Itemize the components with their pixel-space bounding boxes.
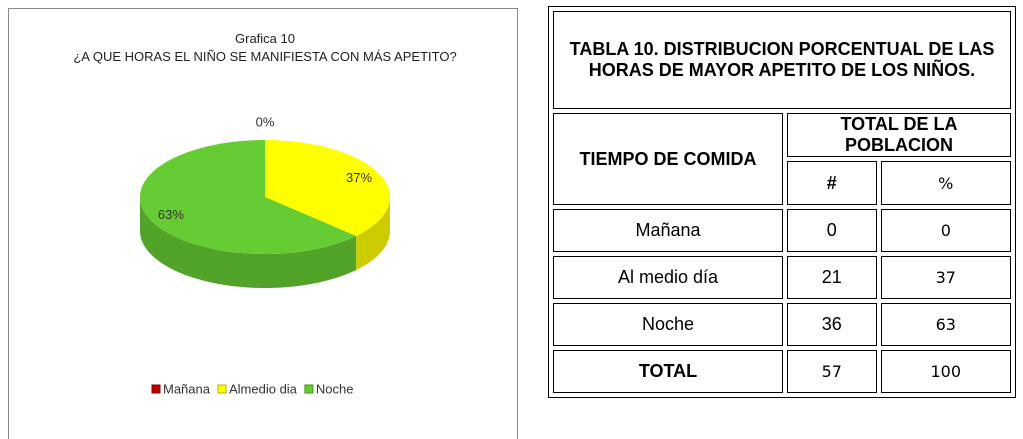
chart-frame <box>8 8 518 439</box>
cell: 37 <box>880 256 1011 299</box>
slice-side <box>140 197 357 288</box>
slice-top <box>265 140 390 237</box>
cell: Al medio día <box>553 256 783 299</box>
table-header: % <box>880 161 1011 205</box>
table-header: TIEMPO DE COMIDA <box>553 113 783 205</box>
legend-label: Mañana <box>163 381 211 396</box>
cell: 57 <box>787 350 877 393</box>
cell: TOTAL <box>553 350 783 393</box>
data-label: 63% <box>158 207 184 222</box>
cell: 36 <box>787 303 877 346</box>
chart-subtitle: ¿A QUE HORAS EL NIÑO SE MANIFIESTA CON M… <box>73 49 457 64</box>
cell: 0 <box>880 209 1011 252</box>
table-title: TABLA 10. DISTRIBUCION PORCENTUAL DE LAS… <box>553 11 1011 109</box>
cell: 21 <box>787 256 877 299</box>
legend-label: Noche <box>316 381 354 396</box>
data-table: TABLA 10. DISTRIBUCION PORCENTUAL DE LAS… <box>548 6 1016 398</box>
legend-swatch <box>217 384 227 394</box>
legend-swatch <box>304 384 314 394</box>
chart-titles: Grafica 10 ¿A QUE HORAS EL NIÑO SE MANIF… <box>70 30 460 66</box>
slice <box>140 140 357 288</box>
data-label: 37% <box>346 170 372 185</box>
table-header: TOTAL DE LA POBLACION <box>787 113 1011 157</box>
data-label: 0% <box>256 114 275 129</box>
legend-swatch <box>151 384 161 394</box>
table-header: # <box>787 161 877 205</box>
chart: 0% 37% 63% Mañana Almedio dia Noche <box>140 114 390 396</box>
slice-side <box>356 197 390 271</box>
slice-top <box>140 140 357 254</box>
cell: Mañana <box>553 209 783 252</box>
cell: Noche <box>553 303 783 346</box>
cell: 100 <box>880 350 1011 393</box>
cell: 0 <box>787 209 877 252</box>
cell: 63 <box>880 303 1011 346</box>
slice <box>265 140 390 271</box>
legend-label: Almedio dia <box>229 381 298 396</box>
chart-title: Grafica 10 <box>235 31 295 46</box>
